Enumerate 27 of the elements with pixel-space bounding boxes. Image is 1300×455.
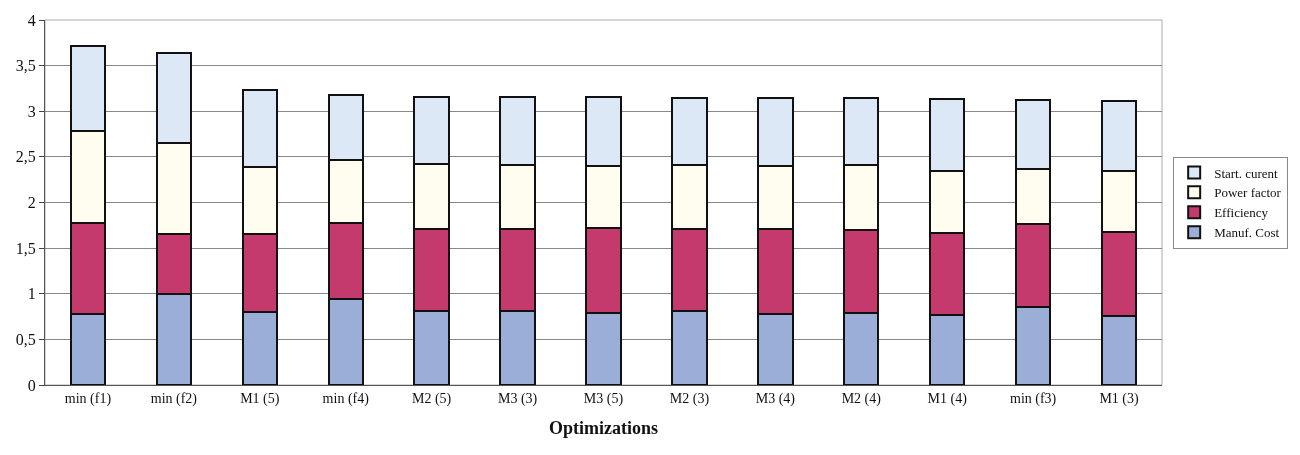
x-tick-label: M1 (3)	[1099, 390, 1140, 407]
y-tick-label: 3	[27, 102, 36, 120]
x-tick-label: min (f3)	[1009, 390, 1057, 407]
x-tick-label: M3 (3)	[497, 390, 538, 407]
x-tick-label: M2 (4)	[841, 390, 882, 407]
y-tick-label: 0,5	[15, 330, 36, 348]
x-tick-label: M3 (5)	[583, 390, 624, 407]
legend-label: Power factor	[1214, 185, 1282, 201]
y-tick-label: 3,5	[15, 57, 36, 75]
x-tick-label: M1 (4)	[927, 390, 968, 407]
legend-label: Start. curent	[1214, 165, 1279, 181]
y-tick-label: 4	[27, 11, 36, 29]
x-axis-title: Optimizations	[548, 417, 659, 438]
y-tick-label: 0	[27, 376, 36, 394]
x-tick-label: M3 (4)	[755, 390, 796, 407]
x-tick-label: M2 (3)	[669, 390, 710, 407]
y-tick-label: 1,5	[15, 239, 36, 257]
x-tick-label: M1 (5)	[240, 390, 280, 407]
y-tick-label: 2,5	[15, 148, 36, 166]
x-tick-label: min (f1)	[64, 390, 112, 407]
y-tick-label: 2	[27, 194, 36, 212]
legend-label: Manuf. Cost	[1214, 225, 1280, 241]
x-tick-label: min (f4)	[322, 390, 370, 407]
x-tick-label: min (f2)	[150, 390, 198, 407]
legend-label: Efficiency	[1214, 205, 1269, 221]
y-tick-label: 1	[27, 285, 36, 303]
x-tick-label: M2 (5)	[412, 390, 452, 407]
